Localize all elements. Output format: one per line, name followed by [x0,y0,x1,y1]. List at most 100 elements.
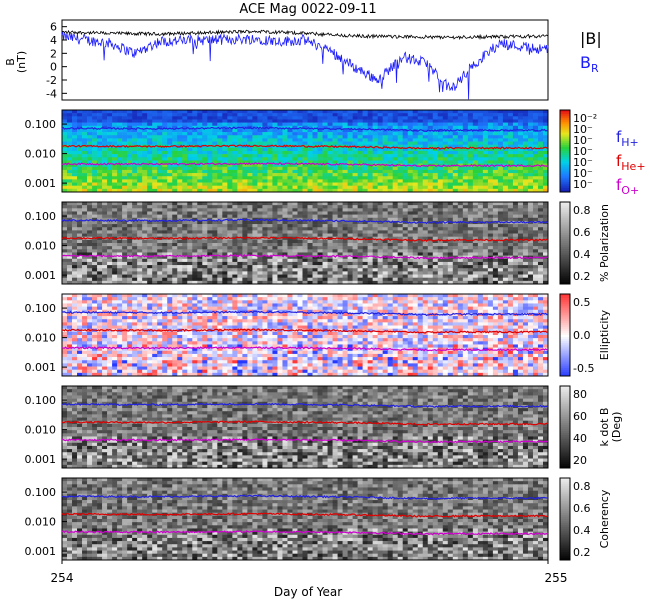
heatmap-cell [172,261,178,266]
heatmap-cell [187,205,193,209]
heatmap-cell [192,211,198,215]
heatmap-cell [527,185,534,190]
heatmap-cell [282,182,288,186]
heatmap-cell [127,252,133,256]
heatmap-cell [347,265,353,269]
heatmap-cell [482,110,489,114]
heatmap-cell [367,261,373,266]
heatmap-cell [267,224,273,228]
heatmap-cell [482,144,489,149]
heatmap-cell [527,265,534,269]
heatmap-cell [417,132,424,136]
heatmap-cell [387,261,393,266]
heatmap-cell [87,125,93,130]
heatmap-cell [242,224,248,228]
heatmap-cell [272,157,278,161]
heatmap-cell [227,116,233,120]
heatmap-cell [137,173,143,177]
heatmap-cell [352,157,358,161]
heatmap-cell [282,211,288,215]
heatmap-cell [427,135,434,139]
heatmap-cell [132,154,138,158]
heatmap-cell [502,268,509,272]
heatmap-cell [452,160,459,164]
heatmap-cell [497,173,504,177]
heatmap-cell [142,271,148,275]
heatmap-cell [377,113,383,117]
heatmap-cell [307,179,313,183]
heatmap-cell [442,179,449,183]
heatmap-cell [347,173,353,177]
heatmap-cell [297,138,303,142]
heatmap-cell [62,185,68,190]
heatmap-cell [342,138,348,142]
heatmap-cell [207,144,213,149]
heatmap-cell [407,125,414,130]
heatmap-cell [347,252,353,256]
heatmap-cell [147,119,153,123]
heatmap-cell [337,113,343,117]
heatmap-cell [207,227,213,231]
heatmap-cell [237,188,243,193]
heatmap-cell [512,211,519,215]
heatmap-cell [177,173,183,177]
heatmap-cell [257,122,263,127]
heatmap-cell [137,188,143,193]
heatmap-cell [472,246,479,250]
heatmap-cell [167,176,173,180]
heatmap-cell [157,188,163,193]
heatmap-cell [442,261,449,266]
heatmap-cell [382,173,388,177]
heatmap-cell [142,147,148,152]
heatmap-cell [262,119,268,123]
heatmap-cell [167,211,173,215]
heatmap-cell [542,122,549,127]
heatmap-cell [192,125,198,130]
heatmap-cell [247,154,253,158]
heatmap-cell [292,125,298,130]
heatmap-cell [377,265,383,269]
heatmap-cell [217,208,223,212]
heatmap-cell [112,151,118,155]
heatmap-cell [462,160,469,164]
heatmap-cell [122,205,128,209]
heatmap-cell [452,258,459,263]
heatmap-cell [187,224,193,228]
heatmap-cell [317,122,323,127]
heatmap-cell [332,243,338,247]
heatmap-cell [307,252,313,256]
heatmap-cell [202,188,208,193]
heatmap-cell [142,169,148,174]
heatmap-cell [432,179,439,183]
heatmap-cell [502,224,509,228]
heatmap-cell [202,157,208,161]
heatmap-cell [107,185,113,190]
heatmap-cell [457,239,464,244]
heatmap-cell [437,116,444,120]
heatmap-cell [282,277,288,282]
heatmap-cell [277,233,283,237]
heatmap-cell [217,258,223,263]
heatmap-cell [82,208,88,212]
heatmap-cell [147,166,153,171]
heatmap-cell [402,182,409,186]
heatmap-cell [342,233,348,237]
heatmap-cell [202,182,208,186]
heatmap-cell [402,243,409,247]
heatmap-cell [247,151,253,155]
heatmap-cell [182,252,188,256]
heatmap-cell [462,128,469,133]
heatmap-cell [312,128,318,133]
heatmap-cell [422,119,429,123]
heatmap-cell [497,243,504,247]
heatmap-cell [152,214,158,219]
heatmap-cell [497,116,504,120]
heatmap-cell [462,268,469,272]
heatmap-cell [232,202,238,206]
heatmap-cell [137,122,143,127]
heatmap-cell [432,125,439,130]
heatmap-cell [292,230,298,234]
heatmap-cell [257,255,263,260]
heatmap-cell [377,277,383,282]
heatmap-cell [192,113,198,117]
